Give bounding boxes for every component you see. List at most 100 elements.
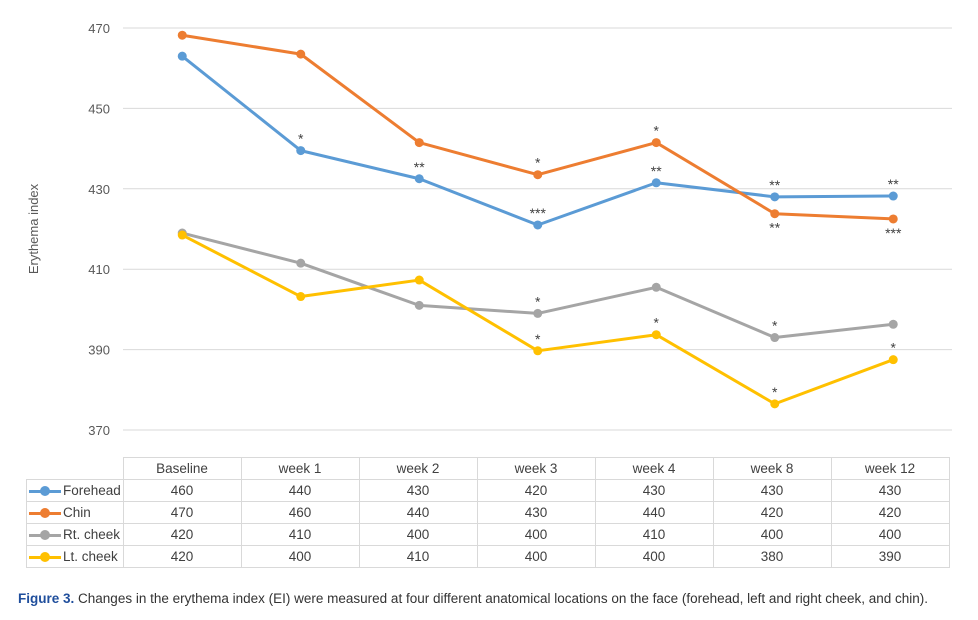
data-point <box>296 292 306 302</box>
data-point <box>533 308 543 318</box>
data-point <box>770 192 780 202</box>
data-point <box>651 178 661 188</box>
series-rt-cheek <box>177 228 898 343</box>
significance-marker: * <box>535 293 541 309</box>
table-cell: 440 <box>594 501 714 524</box>
y-tick-label: 450 <box>88 101 110 116</box>
table-cell: 430 <box>594 479 714 502</box>
significance-marker: ** <box>769 220 780 236</box>
significance-marker: ** <box>888 176 899 192</box>
table-cell: 400 <box>712 523 832 546</box>
column-header: Baseline <box>122 457 242 480</box>
series-lt-cheek <box>177 230 898 409</box>
figure-caption: Figure 3. Changes in the erythema index … <box>18 591 928 606</box>
table-cell: 470 <box>122 501 242 524</box>
caption-label: Figure 3. <box>18 591 75 606</box>
caption-text: Changes in the erythema index (EI) were … <box>78 591 929 606</box>
significance-marker: * <box>772 384 778 400</box>
data-point <box>770 399 780 409</box>
table-body: Forehead 460 440 430 420 430 430 430 Chin 470 460 4… <box>26 479 950 568</box>
significance-marker: * <box>535 155 541 171</box>
data-point <box>651 138 661 148</box>
table-cell: 410 <box>594 523 714 546</box>
y-tick-label: 430 <box>88 182 110 197</box>
table-header-row: Baseline week 1 week 2 week 3 week 4 week 8 we… <box>27 457 950 480</box>
series-line <box>181 231 894 340</box>
table-cell: 460 <box>240 501 360 524</box>
table-cell: 430 <box>830 479 950 502</box>
table-row: Chin 470 460 440 430 440 420 420 <box>26 501 950 524</box>
legend-line-dot-icon <box>29 486 61 497</box>
table-cell: 420 <box>122 545 242 568</box>
data-point <box>888 319 898 329</box>
significance-marker: * <box>772 318 778 334</box>
table-row: Forehead 460 440 430 420 430 430 430 <box>26 479 950 502</box>
y-tick-label: 410 <box>88 262 110 277</box>
series-chin <box>177 30 898 224</box>
column-header: week 4 <box>594 457 714 480</box>
y-tick-label: 370 <box>88 423 110 438</box>
y-tick-label: 470 <box>88 21 110 36</box>
significance-marker: ** <box>769 177 780 193</box>
series-line <box>182 33 894 221</box>
data-point <box>533 170 543 180</box>
table-cell: 390 <box>830 545 950 568</box>
series-line <box>181 54 894 227</box>
significance-marker: *** <box>530 205 547 221</box>
table-cell: 380 <box>712 545 832 568</box>
data-point <box>533 220 543 230</box>
data-point <box>888 214 898 224</box>
table-cell: 440 <box>240 479 360 502</box>
legend-label: Forehead <box>63 483 121 498</box>
table-cell: 400 <box>594 545 714 568</box>
significance-marker: * <box>891 340 897 356</box>
significance-markers: ********** ****** ********* <box>298 123 902 400</box>
data-point <box>651 330 661 340</box>
significance-marker: * <box>298 131 304 147</box>
table-cell: 400 <box>476 523 596 546</box>
column-header: week 3 <box>476 457 596 480</box>
significance-marker: * <box>654 123 660 139</box>
significance-marker: * <box>654 315 660 331</box>
column-header: week 1 <box>240 457 360 480</box>
table-cell: 420 <box>830 501 950 524</box>
table-cell: 430 <box>476 501 596 524</box>
table-cell: 400 <box>358 523 478 546</box>
series-forehead <box>177 51 898 230</box>
data-point <box>177 30 187 40</box>
legend-entry: Chin <box>26 501 124 524</box>
data-point <box>770 209 780 219</box>
significance-marker: *** <box>885 225 902 241</box>
gridlines <box>123 27 952 431</box>
data-point <box>414 300 424 310</box>
table-row: Rt. cheek 420 410 400 400 410 400 400 <box>26 523 950 546</box>
y-tick-labels: 370 390 410 430 450 470 <box>88 21 110 438</box>
data-point <box>888 191 898 201</box>
data-table: Baseline week 1 week 2 week 3 week 4 week 8 we… <box>26 457 950 568</box>
significance-marker: ** <box>414 159 425 175</box>
table-row: Lt. cheek 420 400 410 400 400 380 390 <box>26 545 950 568</box>
legend-line-dot-icon <box>29 552 61 563</box>
data-point <box>177 51 187 61</box>
y-axis-title: Erythema index <box>26 183 41 274</box>
data-point <box>296 258 306 268</box>
column-header: week 8 <box>712 457 832 480</box>
series-lines <box>177 30 898 409</box>
data-point <box>177 230 187 240</box>
table-cell: 460 <box>122 479 242 502</box>
column-header: week 12 <box>830 457 950 480</box>
data-point <box>770 333 780 343</box>
legend-label: Chin <box>63 505 91 520</box>
legend-line-dot-icon <box>29 530 61 541</box>
data-point <box>414 275 424 285</box>
data-point <box>296 146 306 156</box>
table-cell: 420 <box>122 523 242 546</box>
legend-entry: Rt. cheek <box>26 523 124 546</box>
data-point <box>296 49 306 59</box>
table-cell: 430 <box>712 479 832 502</box>
table-cell: 400 <box>830 523 950 546</box>
table-cell: 420 <box>712 501 832 524</box>
significance-marker: * <box>535 331 541 347</box>
y-tick-label: 390 <box>88 343 110 358</box>
